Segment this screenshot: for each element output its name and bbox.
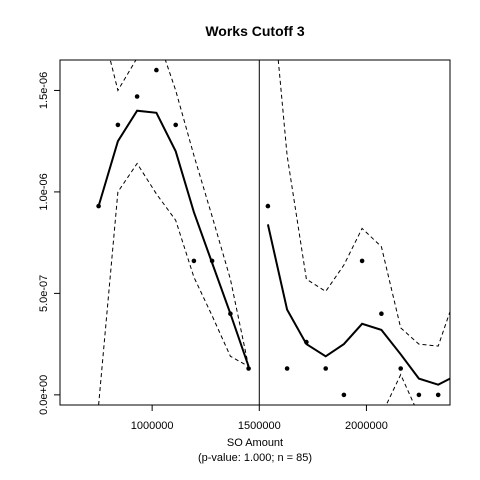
data-point: [265, 203, 271, 209]
fit-right-line: [266, 224, 450, 386]
data-point: [96, 203, 101, 209]
data-point: [115, 122, 121, 128]
data-point: [209, 258, 215, 264]
x-tick-label: 1000000: [131, 420, 174, 432]
data-point: [379, 311, 384, 317]
y-tick-label: 0.0e+00: [38, 375, 50, 415]
data-point: [134, 94, 140, 99]
data-point: [341, 392, 347, 398]
data-point: [191, 258, 197, 264]
ci-lower-left-line: [98, 162, 249, 405]
data-point: [304, 339, 309, 345]
y-tick-label: 1.5e-06: [38, 72, 50, 109]
data-point: [398, 366, 404, 371]
y-tick-label: 1.0e-06: [38, 173, 50, 210]
ci-upper-left-line: [109, 60, 250, 367]
data-point: [323, 366, 329, 371]
fit-left-line: [97, 109, 250, 367]
y-axis: 0.0e+00 5.0e-07 1.0e-06 1.5e-06: [38, 72, 60, 415]
x-axis: 1000000 1500000 2000000: [131, 405, 388, 432]
data-point: [154, 67, 159, 73]
data-point: [173, 122, 178, 128]
fit-lines: [97, 109, 450, 386]
data-point: [416, 392, 422, 398]
chart-title: Works Cutoff 3: [205, 23, 305, 39]
x-tick-label: 1500000: [238, 420, 281, 432]
y-tick-label: 5.0e-07: [38, 275, 50, 312]
data-point: [284, 366, 290, 371]
data-point: [228, 311, 233, 317]
plot-frame: [59, 59, 451, 406]
x-axis-label: SO Amount: [227, 437, 283, 449]
data-point: [246, 366, 251, 371]
chart-caption: (p-value: 1.000; n = 85): [198, 452, 312, 464]
data-point: [435, 392, 441, 398]
data-points: [96, 67, 441, 398]
ci-upper-right-line: [277, 60, 450, 347]
x-tick-label: 2000000: [345, 420, 388, 432]
data-point: [359, 258, 365, 264]
confidence-bands: [98, 60, 450, 405]
